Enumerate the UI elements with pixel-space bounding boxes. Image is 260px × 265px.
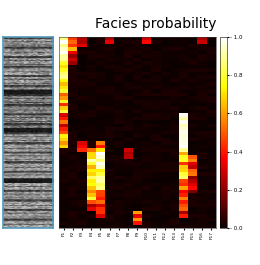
Text: Facies probability: Facies probability — [95, 17, 217, 31]
